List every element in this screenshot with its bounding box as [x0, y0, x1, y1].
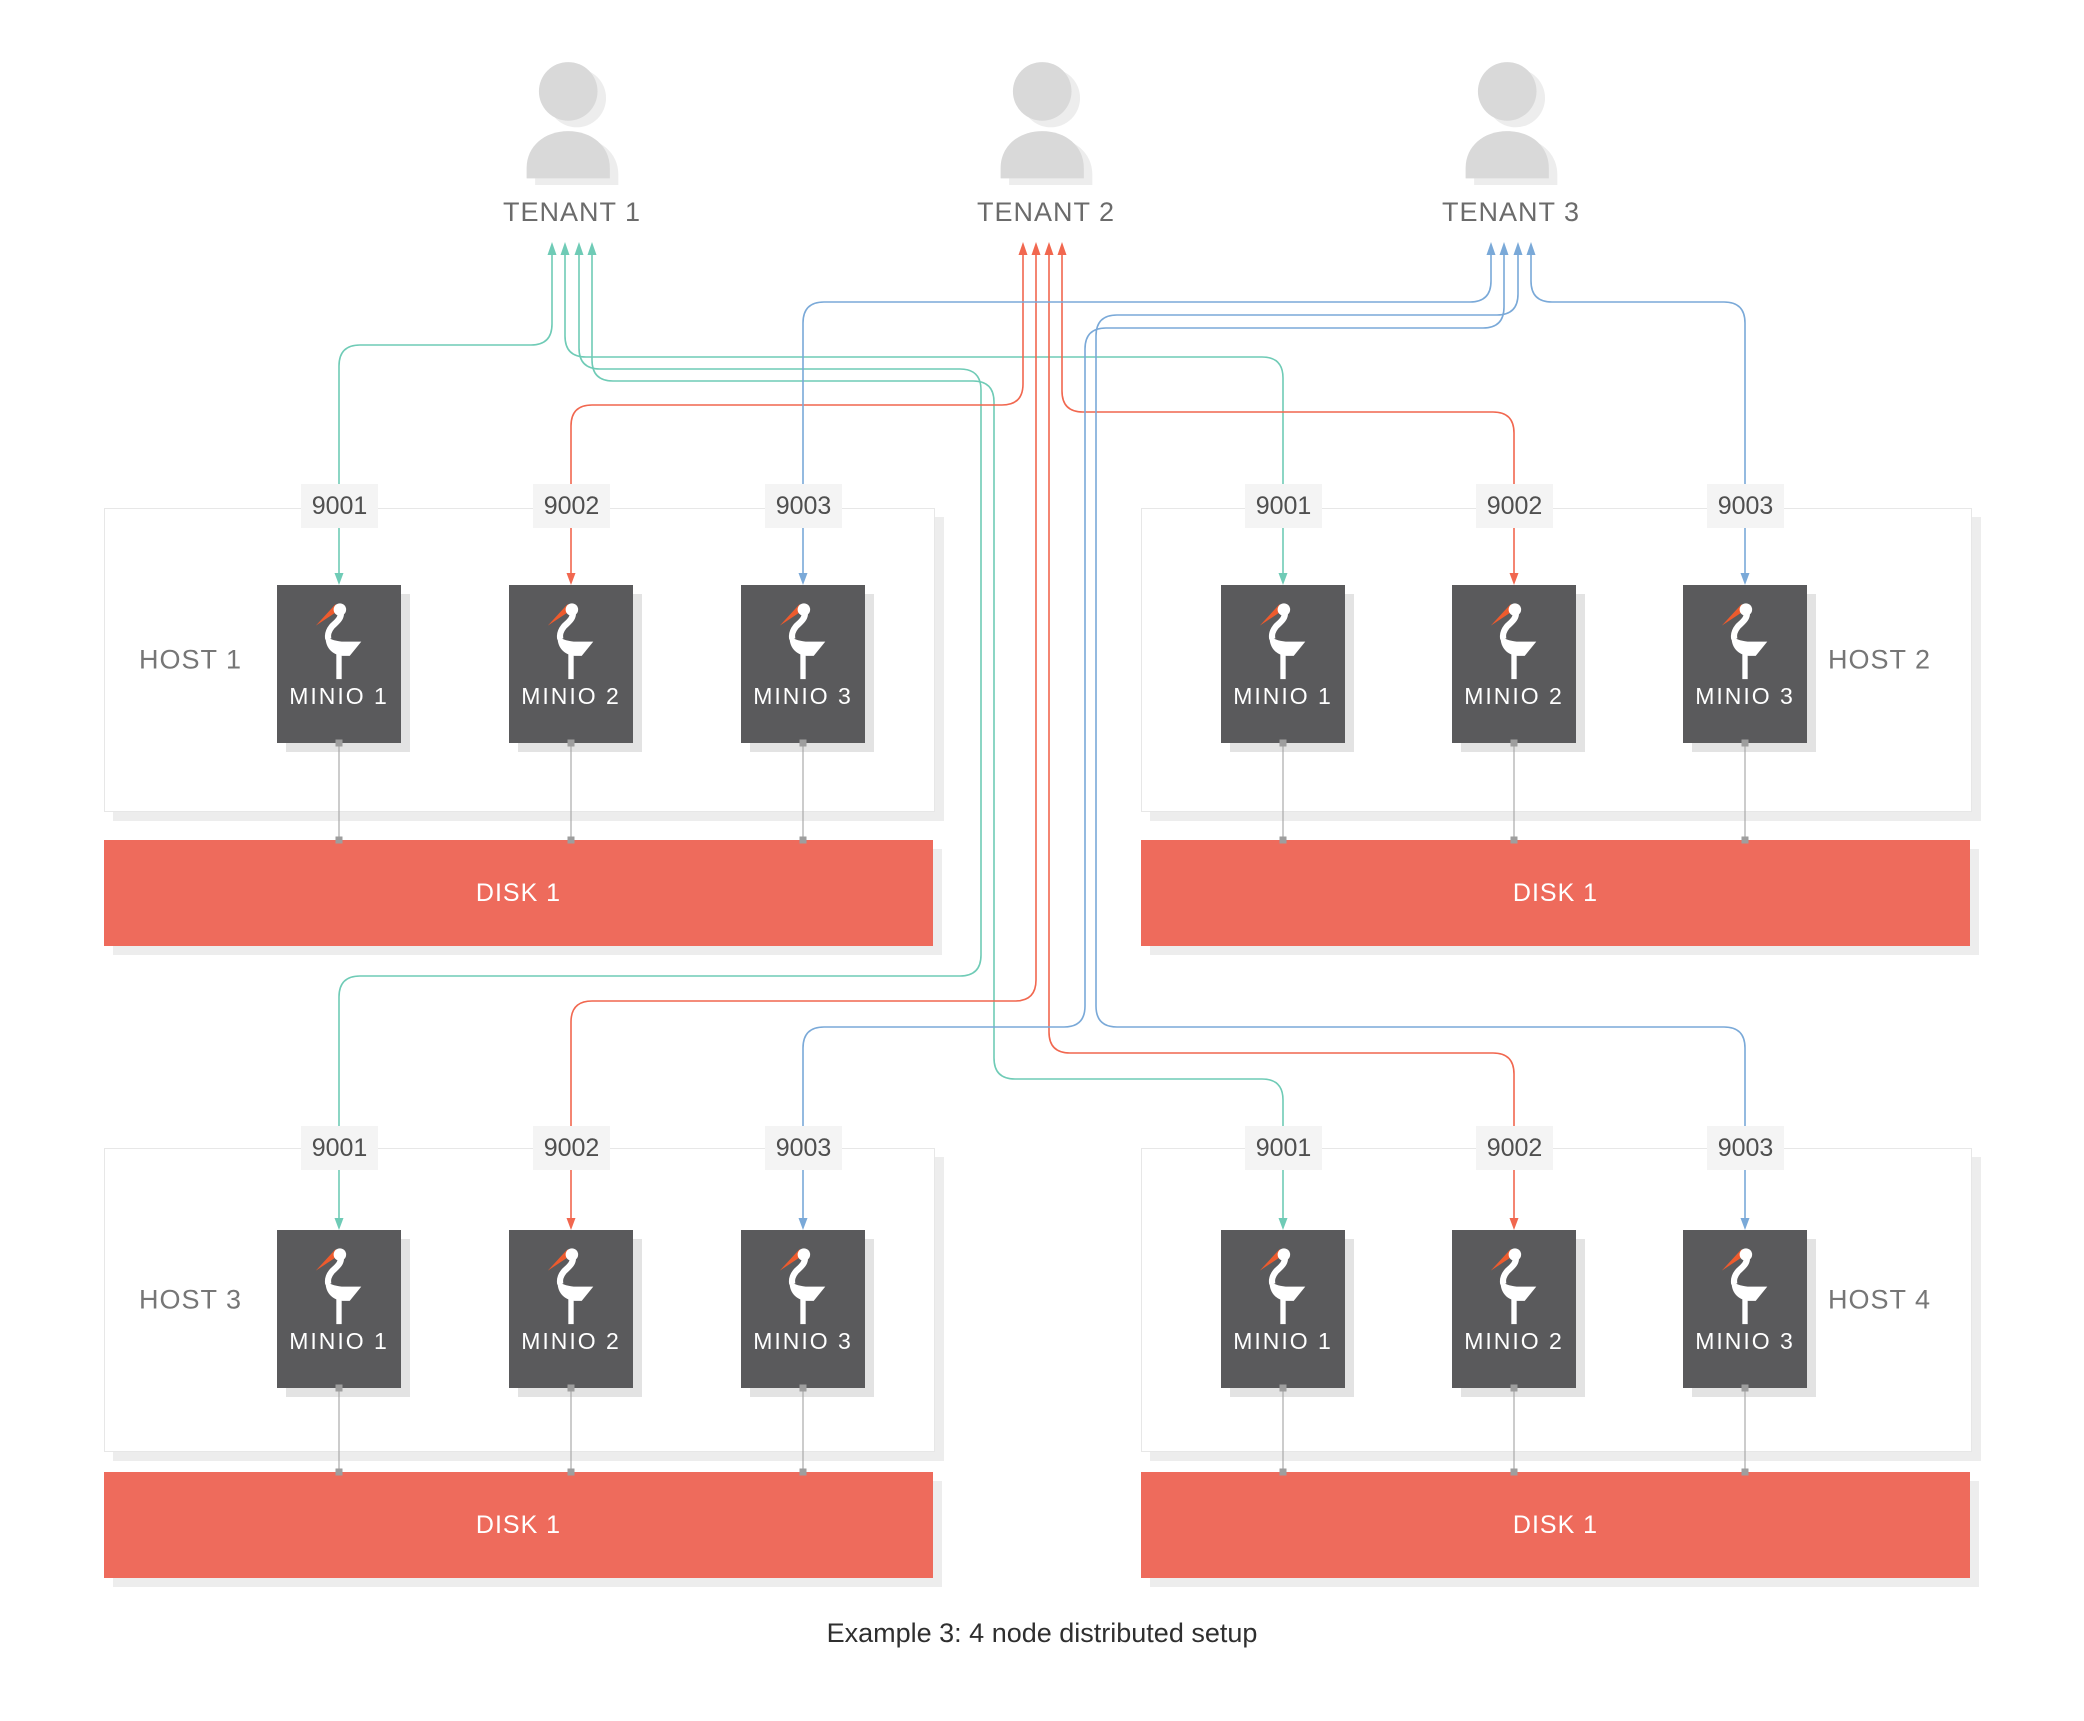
arrowhead-up	[587, 242, 597, 255]
person-icon	[1465, 62, 1558, 185]
host-2-label: HOST 2	[1827, 644, 1931, 675]
host-3-port-9002: 9002	[533, 1126, 610, 1170]
host-2-port-9003: 9003	[1707, 484, 1784, 528]
tenant-2-label: TENANT 2	[976, 197, 1116, 227]
host-1-port-9001: 9001	[301, 484, 378, 528]
host-4-port-9002: 9002	[1476, 1126, 1553, 1170]
arrowhead-up	[1526, 242, 1536, 255]
arrowhead-up	[1486, 242, 1496, 255]
minio-node-label: MINIO 1	[1233, 683, 1333, 709]
host-1-minio-3: MINIO 3	[741, 585, 865, 743]
arrowhead-up	[1499, 242, 1509, 255]
arrowhead-up	[547, 242, 557, 255]
tenant-1-label: TENANT 1	[502, 197, 642, 227]
minio-logo-icon	[779, 1248, 826, 1325]
person-icon	[1000, 62, 1093, 185]
host-4-minio-1: MINIO 1	[1221, 1230, 1345, 1388]
minio-node-label: MINIO 1	[1233, 1328, 1333, 1354]
arrowhead-up	[560, 242, 570, 255]
host-1-port-9002: 9002	[533, 484, 610, 528]
tenant-3: TENANT 3	[1411, 60, 1611, 228]
arrowhead-up	[1018, 242, 1028, 255]
host-3-minio-3: MINIO 3	[741, 1230, 865, 1388]
host-2-minio-3: MINIO 3	[1683, 585, 1807, 743]
minio-logo-icon	[1259, 1248, 1306, 1325]
minio-logo-icon	[547, 1248, 594, 1325]
host-1-disk: DISK 1	[104, 840, 933, 946]
host-2-disk: DISK 1	[1141, 840, 1970, 946]
minio-node-label: MINIO 3	[1695, 1328, 1795, 1354]
minio-logo-icon	[1721, 1248, 1768, 1325]
minio-logo-icon	[315, 1248, 362, 1325]
host-4-port-9003: 9003	[1707, 1126, 1784, 1170]
arrowhead-up	[1031, 242, 1041, 255]
host-3-minio-1: MINIO 1	[277, 1230, 401, 1388]
host-2-port-9002: 9002	[1476, 484, 1553, 528]
minio-logo-icon	[1259, 603, 1306, 680]
minio-node-label: MINIO 1	[289, 683, 389, 709]
host-1-minio-2: MINIO 2	[509, 585, 633, 743]
minio-node-label: MINIO 3	[753, 1328, 853, 1354]
minio-node-label: MINIO 2	[1464, 1328, 1564, 1354]
host-4-disk: DISK 1	[1141, 1472, 1970, 1578]
tenant-2: TENANT 2	[946, 60, 1146, 228]
host-3-port-9003: 9003	[765, 1126, 842, 1170]
minio-logo-icon	[779, 603, 826, 680]
host-3-label: HOST 3	[139, 1284, 243, 1315]
minio-logo-icon	[547, 603, 594, 680]
minio-node-label: MINIO 2	[1464, 683, 1564, 709]
tenant-1: TENANT 1	[472, 60, 672, 228]
minio-node-label: MINIO 1	[289, 1328, 389, 1354]
minio-node-label: MINIO 3	[1695, 683, 1795, 709]
diagram-caption: Example 3: 4 node distributed setup	[826, 1618, 1258, 1648]
host-3-minio-2: MINIO 2	[509, 1230, 633, 1388]
host-2-minio-1: MINIO 1	[1221, 585, 1345, 743]
arrowhead-up	[1044, 242, 1054, 255]
minio-node-label: MINIO 3	[753, 683, 853, 709]
host-4-minio-2: MINIO 2	[1452, 1230, 1576, 1388]
host-2-minio-2: MINIO 2	[1452, 585, 1576, 743]
arrowhead-up	[1513, 242, 1523, 255]
minio-node-label: MINIO 2	[521, 683, 621, 709]
person-icon	[526, 62, 619, 185]
host-4-label: HOST 4	[1827, 1284, 1931, 1315]
host-4-minio-3: MINIO 3	[1683, 1230, 1807, 1388]
host-3-disk: DISK 1	[104, 1472, 933, 1578]
minio-logo-icon	[315, 603, 362, 680]
host-1-label: HOST 1	[139, 644, 243, 675]
host-3-port-9001: 9001	[301, 1126, 378, 1170]
minio-logo-icon	[1490, 1248, 1537, 1325]
arrowhead-up	[1057, 242, 1067, 255]
arrowhead-up	[574, 242, 584, 255]
host-2-port-9001: 9001	[1245, 484, 1322, 528]
minio-logo-icon	[1490, 603, 1537, 680]
host-4-port-9001: 9001	[1245, 1126, 1322, 1170]
tenant-3-label: TENANT 3	[1441, 197, 1581, 227]
host-1-port-9003: 9003	[765, 484, 842, 528]
host-1-minio-1: MINIO 1	[277, 585, 401, 743]
minio-logo-icon	[1721, 603, 1768, 680]
minio-node-label: MINIO 2	[521, 1328, 621, 1354]
